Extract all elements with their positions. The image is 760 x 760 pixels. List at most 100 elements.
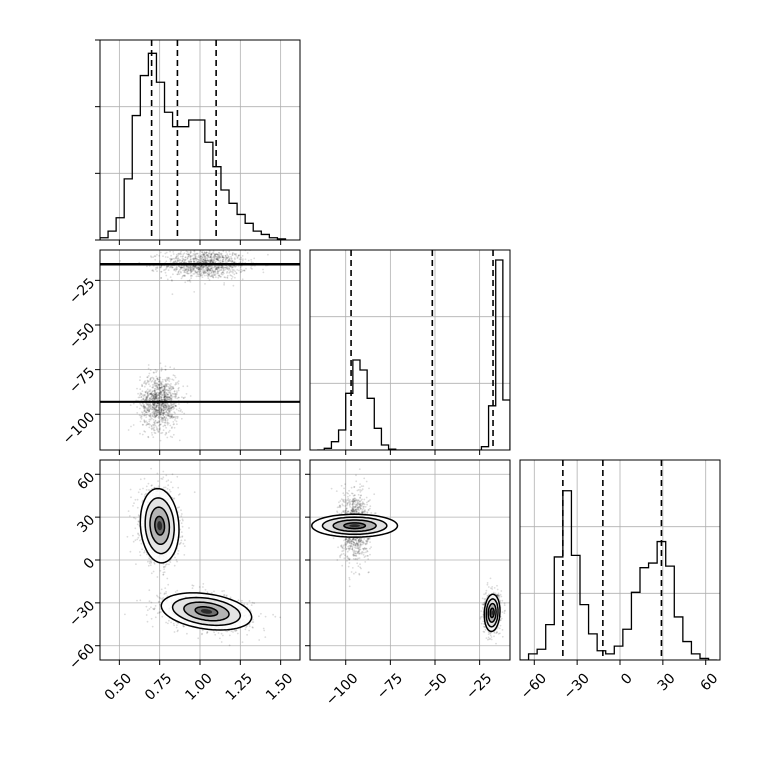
sample-point	[155, 412, 158, 415]
sample-point	[175, 268, 178, 271]
sample-point	[248, 623, 251, 626]
sample-point	[174, 591, 177, 593]
sample-point	[202, 252, 205, 255]
sample-point	[149, 423, 151, 426]
histogram-panel-p0	[95, 39, 301, 245]
sample-point	[208, 250, 211, 253]
sample-point	[172, 421, 175, 423]
sample-point	[179, 270, 182, 273]
sample-point	[196, 266, 199, 268]
sample-point	[157, 409, 160, 411]
sample-point	[163, 396, 166, 399]
sample-point	[174, 556, 176, 559]
sample-point	[163, 388, 166, 391]
sample-point	[193, 266, 195, 269]
sample-point	[146, 620, 149, 623]
sample-point	[204, 588, 207, 591]
sample-point	[160, 417, 163, 420]
sample-point	[140, 405, 143, 407]
sample-point	[188, 261, 190, 263]
sample-point	[168, 405, 171, 408]
sample-point	[153, 403, 156, 406]
sample-point	[222, 247, 224, 249]
sample-point	[153, 421, 156, 424]
sample-point	[352, 540, 354, 543]
sample-point	[205, 251, 208, 254]
sample-point	[221, 265, 224, 267]
sample-point	[262, 271, 265, 274]
sample-point	[147, 394, 149, 397]
sample-point	[153, 392, 155, 395]
sample-point	[202, 269, 205, 271]
sample-point	[347, 510, 350, 513]
sample-point	[170, 394, 172, 397]
sample-point	[150, 398, 153, 401]
sample-point	[342, 549, 345, 552]
sample-point	[167, 414, 169, 417]
sample-point	[184, 269, 187, 271]
sample-point	[195, 259, 198, 262]
sample-point	[150, 395, 153, 398]
sample-point	[170, 394, 173, 397]
sample-point	[164, 256, 167, 258]
sample-point	[148, 600, 151, 603]
sample-point	[152, 407, 155, 410]
sample-point	[147, 408, 150, 411]
sample-point	[175, 408, 178, 411]
sample-point	[169, 395, 172, 398]
y-tick-label: −25	[66, 275, 98, 307]
sample-point	[226, 266, 229, 269]
sample-point	[143, 414, 146, 417]
sample-point	[231, 261, 233, 264]
sample-point	[348, 562, 351, 564]
sample-point	[159, 380, 162, 383]
sample-point	[158, 394, 161, 397]
sample-point	[148, 397, 151, 400]
sample-point	[165, 392, 168, 395]
sample-point	[158, 386, 161, 388]
sample-point	[168, 429, 171, 432]
sample-point	[165, 383, 168, 386]
x-tick-label: 0	[618, 670, 636, 688]
sample-point	[169, 276, 172, 278]
sample-point	[157, 411, 160, 414]
sample-point	[350, 545, 353, 547]
contour-line	[160, 592, 253, 631]
sample-point	[144, 399, 146, 401]
sample-point	[209, 254, 212, 256]
sample-point	[152, 416, 155, 418]
sample-point	[228, 267, 231, 270]
sample-point	[197, 268, 200, 270]
sample-point	[159, 402, 162, 405]
sample-point	[153, 403, 155, 406]
sample-point	[171, 415, 174, 417]
sample-point	[160, 403, 163, 405]
sample-point	[163, 386, 166, 389]
sample-point	[219, 252, 222, 255]
sample-point	[210, 275, 213, 278]
sample-point	[158, 408, 160, 410]
sample-point	[191, 274, 194, 277]
sample-point	[147, 414, 150, 417]
sample-point	[162, 566, 165, 568]
sample-point	[154, 403, 157, 405]
sample-point	[164, 396, 167, 398]
sample-point	[218, 254, 221, 257]
sample-point	[151, 398, 153, 401]
sample-point	[356, 543, 358, 546]
sample-point	[152, 404, 155, 407]
sample-point	[178, 258, 181, 261]
sample-point	[177, 396, 180, 399]
sample-point	[159, 391, 162, 394]
sample-point	[146, 411, 149, 414]
sample-point	[145, 492, 147, 495]
sample-point	[216, 267, 219, 270]
sample-point	[167, 269, 170, 271]
sample-point	[355, 480, 358, 483]
sample-point	[355, 505, 357, 508]
sample-point	[163, 389, 165, 391]
sample-point	[202, 260, 205, 263]
sample-point	[156, 387, 159, 390]
sample-point	[211, 269, 214, 271]
sample-point	[183, 274, 186, 277]
